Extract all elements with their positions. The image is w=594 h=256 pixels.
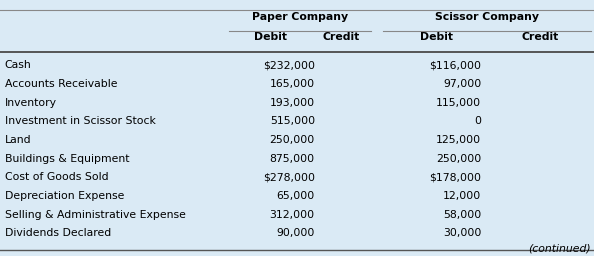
Text: Dividends Declared: Dividends Declared	[5, 228, 111, 239]
Text: 0: 0	[474, 116, 481, 126]
Text: (continued): (continued)	[529, 243, 591, 253]
Text: Cost of Goods Sold: Cost of Goods Sold	[5, 172, 108, 183]
Text: 30,000: 30,000	[443, 228, 481, 239]
Text: 250,000: 250,000	[270, 135, 315, 145]
Text: $116,000: $116,000	[429, 60, 481, 70]
Text: 58,000: 58,000	[443, 210, 481, 220]
Text: Buildings & Equipment: Buildings & Equipment	[5, 154, 129, 164]
Text: Land: Land	[5, 135, 31, 145]
Text: 90,000: 90,000	[276, 228, 315, 239]
Text: 65,000: 65,000	[277, 191, 315, 201]
Text: Cash: Cash	[5, 60, 31, 70]
Text: Depreciation Expense: Depreciation Expense	[5, 191, 124, 201]
Text: Accounts Receivable: Accounts Receivable	[5, 79, 117, 89]
Text: 165,000: 165,000	[270, 79, 315, 89]
Text: 115,000: 115,000	[436, 98, 481, 108]
Text: 250,000: 250,000	[436, 154, 481, 164]
Text: Credit: Credit	[323, 32, 360, 42]
Text: Debit: Debit	[420, 32, 453, 42]
Text: 12,000: 12,000	[443, 191, 481, 201]
Text: Investment in Scissor Stock: Investment in Scissor Stock	[5, 116, 156, 126]
Text: $178,000: $178,000	[429, 172, 481, 183]
Text: Credit: Credit	[522, 32, 559, 42]
Text: $232,000: $232,000	[263, 60, 315, 70]
Text: Inventory: Inventory	[5, 98, 57, 108]
Text: 193,000: 193,000	[270, 98, 315, 108]
Text: Selling & Administrative Expense: Selling & Administrative Expense	[5, 210, 186, 220]
Text: $278,000: $278,000	[263, 172, 315, 183]
Text: Debit: Debit	[254, 32, 287, 42]
Text: 97,000: 97,000	[443, 79, 481, 89]
Text: Paper Company: Paper Company	[252, 12, 348, 22]
Text: Scissor Company: Scissor Company	[435, 12, 539, 22]
Text: 312,000: 312,000	[270, 210, 315, 220]
Text: 515,000: 515,000	[270, 116, 315, 126]
Text: 875,000: 875,000	[270, 154, 315, 164]
Text: 125,000: 125,000	[436, 135, 481, 145]
